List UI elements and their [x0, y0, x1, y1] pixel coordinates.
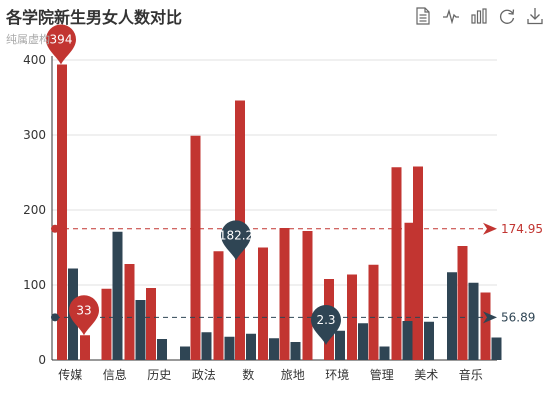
- line-chart-button[interactable]: [440, 6, 462, 26]
- bar-series-2: [180, 346, 190, 360]
- bar-chart-button[interactable]: [468, 6, 490, 26]
- bar-series-2: [157, 339, 167, 360]
- mark-point-label: 33: [76, 303, 91, 317]
- bar-series-1: [213, 251, 224, 360]
- x-tick-label: 政法: [192, 368, 216, 382]
- bar-series-2: [290, 342, 301, 360]
- x-tick-label: 旅地: [281, 368, 305, 382]
- bar-series-2: [201, 332, 212, 360]
- bar-series-2: [447, 272, 457, 360]
- bar-series-2: [135, 300, 146, 360]
- x-tick-label: 管理: [370, 367, 394, 382]
- bar-series-1: [57, 64, 67, 360]
- bar-series-2: [335, 330, 345, 360]
- restore-button[interactable]: [496, 6, 518, 26]
- mark-point-pin: [46, 24, 76, 65]
- bar-series-1: [391, 167, 402, 360]
- mark-line-label: 174.95: [501, 222, 543, 236]
- bar-series-1: [302, 231, 313, 360]
- x-tick-label: 历史: [147, 368, 171, 382]
- bar-series-1: [80, 335, 90, 360]
- mark-point-pin: [311, 305, 341, 345]
- x-tick-label: 传媒: [58, 367, 82, 382]
- y-tick-label: 300: [23, 128, 46, 142]
- mark-line-arrow: [483, 311, 497, 324]
- line-chart-icon: [443, 8, 459, 24]
- x-tick-label: 信息: [103, 367, 127, 382]
- x-tick-label: 数: [242, 367, 254, 382]
- mark-point-pin: [69, 295, 99, 336]
- x-tick-label: 环境: [325, 367, 349, 382]
- bar-series-1: [190, 135, 201, 360]
- y-tick-label: 0: [38, 353, 46, 367]
- chart-title: 各学院新生男女人数对比: [6, 8, 183, 27]
- bar-series-2: [224, 336, 235, 360]
- bar-series-1: [457, 246, 468, 360]
- data-view-icon: [416, 7, 430, 25]
- bar-series-1: [413, 166, 423, 360]
- y-tick-label: 200: [23, 203, 46, 217]
- bar-series-2: [379, 346, 390, 360]
- bar-series-2: [468, 282, 479, 360]
- save-image-icon: [527, 8, 543, 25]
- bar-series-2: [269, 338, 279, 360]
- mark-point-pin: [220, 220, 251, 261]
- mark-point-label: 2.3: [316, 313, 335, 327]
- bar-series-1: [101, 288, 112, 360]
- bar-series-1: [480, 292, 491, 360]
- mark-line-arrow: [483, 222, 497, 235]
- x-tick-label: 音乐: [459, 367, 483, 382]
- x-tick-label: 美术: [414, 368, 438, 382]
- toolbox: [412, 6, 546, 26]
- bar-series-2: [424, 321, 434, 360]
- bar-series-1: [146, 288, 156, 360]
- restore-icon: [500, 9, 515, 24]
- bar-series-2: [246, 333, 256, 360]
- bar-series-1: [258, 247, 268, 360]
- bar-series-1: [404, 222, 415, 360]
- bar-series-2: [402, 321, 413, 360]
- bar-chart-icon: [471, 8, 487, 24]
- mark-point-label: 394: [50, 33, 73, 47]
- bar-series-1: [124, 264, 135, 360]
- chart-subtitle: 纯属虚构: [6, 33, 50, 46]
- bar-series-2: [112, 231, 123, 360]
- bar-series-1: [279, 228, 290, 360]
- save-image-button[interactable]: [524, 6, 546, 26]
- bar-series-1: [368, 264, 379, 360]
- y-tick-label: 100: [23, 278, 46, 292]
- y-tick-label: 400: [23, 53, 46, 67]
- data-view-button[interactable]: [412, 6, 434, 26]
- mark-line-label: 56.89: [501, 310, 535, 324]
- mark-point-label: 182.2: [219, 228, 253, 242]
- bar-series-2: [358, 323, 368, 360]
- bar-series-2: [491, 337, 502, 360]
